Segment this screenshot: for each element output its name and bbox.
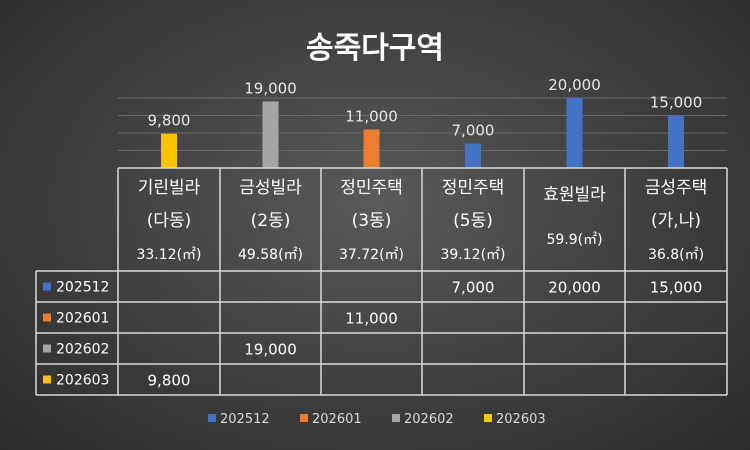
category-label-3-line-3: 37.72(㎡) xyxy=(339,247,404,263)
table-cell-202603-1: 9,800 xyxy=(148,372,191,390)
data-label-6: 15,000 xyxy=(650,94,703,112)
bar-202512-4 xyxy=(465,143,481,168)
chart-title: 송죽다구역 xyxy=(306,31,444,66)
table-cell-202602-2: 19,000 xyxy=(244,341,297,359)
bar-202603-1 xyxy=(161,133,177,168)
table-cell-202601-3: 11,000 xyxy=(345,310,398,328)
data-label-2: 19,000 xyxy=(244,80,297,98)
category-label-6-line-1: 금성주택 xyxy=(645,178,708,198)
category-label-5-line-1: 효원빌라 xyxy=(543,185,606,205)
bar-202512-6 xyxy=(668,115,684,168)
category-label-3-line-2: (3동) xyxy=(352,211,392,231)
table-legend-key-202601 xyxy=(43,313,51,322)
table-series-label-202512: 202512 xyxy=(56,280,109,296)
table-legend-key-202602 xyxy=(43,344,51,353)
data-label-4: 7,000 xyxy=(452,122,495,140)
legend: 202512 202601 202602 202603 xyxy=(208,412,546,427)
table-cell-202512-4: 7,000 xyxy=(452,279,495,297)
bars xyxy=(161,98,684,168)
bar-202602-2 xyxy=(262,101,279,168)
legend-label-202512: 202512 xyxy=(220,412,270,427)
legend-key-202603 xyxy=(484,414,492,422)
data-label-1: 9,800 xyxy=(148,112,191,130)
data-label-3: 11,000 xyxy=(345,108,398,126)
table-series-label-202602: 202602 xyxy=(56,342,109,358)
table-series-label-202603: 202603 xyxy=(56,373,109,389)
table-cell-202512-5: 20,000 xyxy=(548,279,601,297)
data-label-5: 20,000 xyxy=(548,76,601,94)
category-label-2-line-3: 49.58(㎡) xyxy=(238,247,303,263)
legend-label-202603: 202603 xyxy=(496,412,546,427)
category-label-1-line-2: (다동) xyxy=(147,211,192,231)
legend-key-202601 xyxy=(300,414,308,422)
table-legend-key-202512 xyxy=(43,282,51,291)
legend-label-202601: 202601 xyxy=(312,412,362,427)
table-cell-202512-6: 15,000 xyxy=(650,279,703,297)
data-table: 기린빌라 (다동) 33.12(㎡) 금성빌라 (2동) 49.58(㎡) 정민주택 (3동)… xyxy=(35,167,728,396)
data-labels: 9,800 19,000 11,000 7,000 20,000 15,000 xyxy=(148,76,703,140)
gridlines xyxy=(118,97,727,169)
category-label-4-line-1: 정민주택 xyxy=(442,178,505,198)
table-series-label-202601: 202601 xyxy=(56,311,109,327)
category-label-5-line-2: 59.9(㎡) xyxy=(546,232,602,248)
category-label-1-line-1: 기린빌라 xyxy=(138,178,201,198)
category-label-6-line-3: 36.8(㎡) xyxy=(648,247,704,263)
category-label-2-line-1: 금성빌라 xyxy=(239,178,302,198)
category-label-1-line-3: 33.12(㎡) xyxy=(136,247,201,263)
bar-202512-5 xyxy=(566,98,583,168)
category-label-6-line-2: (가,나) xyxy=(651,211,701,231)
category-label-2-line-2: (2동) xyxy=(251,211,291,231)
bar-202601-3 xyxy=(363,129,380,168)
legend-key-202512 xyxy=(208,414,216,422)
table-legend-key-202603 xyxy=(43,375,51,384)
category-label-4-line-3: 39.12(㎡) xyxy=(440,247,505,263)
category-label-4-line-2: (5동) xyxy=(453,211,493,231)
legend-label-202602: 202602 xyxy=(404,412,454,427)
legend-key-202602 xyxy=(392,414,400,422)
category-label-3-line-1: 정민주택 xyxy=(340,178,403,198)
